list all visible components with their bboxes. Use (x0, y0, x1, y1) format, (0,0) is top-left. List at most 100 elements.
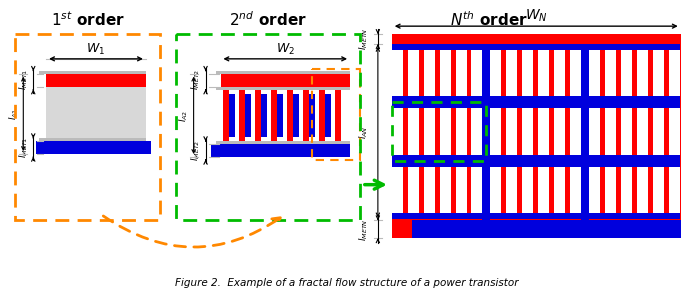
Bar (648, 46, 653, 100)
Bar (46, 74, 146, 87)
Text: $I_{MET2}$: $I_{MET2}$ (189, 139, 202, 161)
Bar (450, 104, 455, 159)
Bar (589, 44, 679, 103)
Bar (36, 141, 151, 154)
Bar (491, 103, 581, 108)
Text: $W_N$: $W_N$ (525, 8, 548, 24)
Bar (434, 46, 439, 100)
Bar (325, 94, 331, 137)
Bar (491, 97, 581, 103)
Bar (210, 144, 350, 157)
FancyArrowPatch shape (365, 180, 383, 189)
Bar (632, 104, 637, 159)
Bar (309, 94, 315, 137)
Bar (549, 104, 555, 159)
Bar (216, 141, 350, 144)
Bar (312, 69, 360, 160)
Bar (40, 71, 146, 74)
Text: $I_{AN}$: $I_{AN}$ (357, 125, 370, 139)
Bar (403, 104, 408, 159)
Text: $I_{A1}$: $I_{A1}$ (7, 108, 19, 120)
Bar (216, 71, 350, 74)
Bar (565, 163, 570, 217)
Bar (418, 46, 424, 100)
Text: $I_{METN}$: $I_{METN}$ (357, 218, 370, 240)
Bar (392, 44, 482, 50)
Bar (450, 163, 455, 217)
Text: $I_{METN}$: $I_{METN}$ (357, 28, 370, 50)
Text: $2^{nd}$ order: $2^{nd}$ order (230, 10, 307, 29)
Bar (239, 90, 246, 141)
Bar (517, 104, 523, 159)
FancyArrowPatch shape (103, 216, 280, 247)
Bar (501, 163, 507, 217)
Bar (403, 163, 408, 217)
Bar (40, 138, 146, 141)
Bar (565, 46, 570, 100)
Bar (319, 90, 325, 141)
Bar (589, 161, 679, 167)
Bar (581, 44, 589, 220)
Bar (616, 104, 621, 159)
Bar (216, 87, 350, 90)
Bar (589, 44, 679, 50)
Bar (418, 163, 424, 217)
Bar (271, 90, 278, 141)
Bar (491, 44, 581, 103)
Bar (392, 34, 681, 238)
Text: $W_2$: $W_2$ (276, 42, 295, 57)
Bar (392, 155, 482, 161)
Bar (466, 163, 471, 217)
Bar (501, 46, 507, 100)
Bar (648, 163, 653, 217)
Bar (392, 34, 681, 44)
Bar (482, 44, 491, 220)
Bar (616, 46, 621, 100)
Bar (533, 46, 539, 100)
Text: $I_{A2}$: $I_{A2}$ (178, 109, 190, 122)
Bar (392, 44, 482, 103)
Bar (255, 90, 262, 141)
Bar (549, 163, 555, 217)
Bar (589, 155, 679, 161)
Bar (663, 46, 669, 100)
Bar (392, 103, 482, 161)
Bar (15, 34, 160, 220)
Bar (466, 46, 471, 100)
Bar (392, 103, 486, 161)
Bar (663, 163, 669, 217)
Bar (517, 163, 523, 217)
Bar (663, 104, 669, 159)
Bar (491, 161, 581, 167)
Bar (589, 103, 679, 108)
Bar (491, 103, 581, 161)
Bar (600, 104, 605, 159)
Bar (589, 161, 679, 219)
Bar (517, 46, 523, 100)
Bar (434, 104, 439, 159)
Bar (246, 94, 251, 137)
Text: $1^{st}$ order: $1^{st}$ order (51, 10, 125, 29)
Bar (278, 94, 283, 137)
Bar (600, 163, 605, 217)
Bar (533, 163, 539, 217)
Bar (223, 90, 230, 141)
Bar (303, 90, 309, 141)
Bar (176, 34, 360, 220)
Bar (632, 46, 637, 100)
Bar (335, 90, 341, 141)
Bar (46, 87, 146, 138)
Bar (549, 46, 555, 100)
Text: $W_1$: $W_1$ (87, 42, 105, 57)
Bar (230, 94, 235, 137)
Bar (648, 104, 653, 159)
Bar (466, 104, 471, 159)
Bar (392, 213, 482, 219)
Bar (533, 104, 539, 159)
Text: Figure 2.  Example of a fractal flow structure of a power transistor: Figure 2. Example of a fractal flow stru… (176, 278, 518, 288)
Bar (589, 103, 679, 161)
Bar (392, 103, 482, 108)
Text: $I_{MET1}$: $I_{MET1}$ (17, 69, 30, 90)
Bar (392, 161, 482, 219)
Bar (491, 213, 581, 219)
